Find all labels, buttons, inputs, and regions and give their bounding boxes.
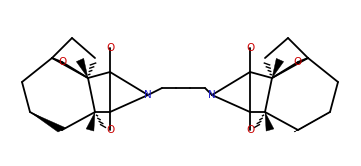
Polygon shape <box>294 112 330 132</box>
Text: O: O <box>294 57 302 67</box>
Text: O: O <box>106 43 114 53</box>
Text: O: O <box>58 57 66 67</box>
Text: O: O <box>246 125 254 135</box>
Polygon shape <box>86 112 95 131</box>
Text: O: O <box>246 43 254 53</box>
Polygon shape <box>265 112 274 131</box>
Text: O: O <box>106 125 114 135</box>
Polygon shape <box>272 58 284 78</box>
Text: N: N <box>208 90 216 100</box>
Polygon shape <box>76 58 88 78</box>
Polygon shape <box>30 112 66 132</box>
Text: N: N <box>144 90 152 100</box>
